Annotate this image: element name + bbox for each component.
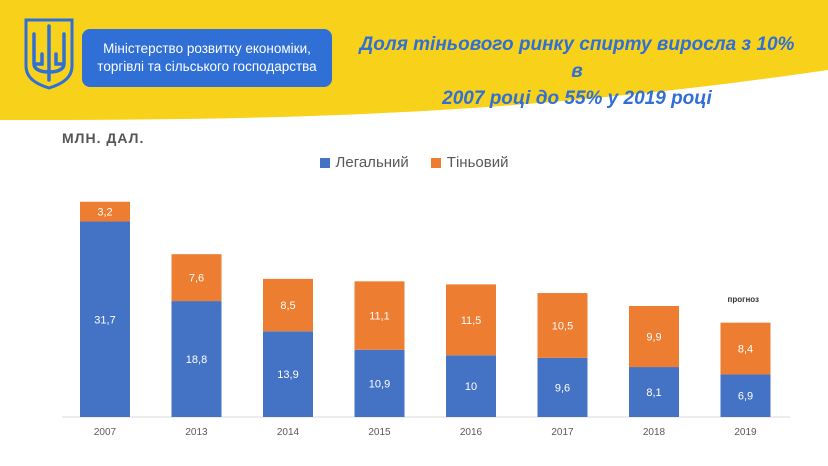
bar-legal-2016 <box>446 355 496 417</box>
header-curve <box>0 70 828 140</box>
forecast-annotation: прогноз <box>727 294 760 304</box>
bar-shadow-2007 <box>80 201 130 222</box>
bar-legal-2007 <box>80 221 130 417</box>
ministry-box: Міністерство розвитку економіки, торгівл… <box>82 29 332 87</box>
data-label-legal-2016: 10 <box>465 381 477 393</box>
data-label-legal-2013: 18,8 <box>186 354 207 366</box>
legend-swatch-shadow <box>430 157 441 168</box>
data-label-shadow-2015: 11,1 <box>369 311 390 323</box>
bar-shadow-2013 <box>171 254 222 302</box>
data-label-shadow-2014: 8,5 <box>280 300 295 312</box>
headline-line-2: 2007 році до 55% у 2019 році <box>442 88 712 109</box>
x-tick-label-2016: 2016 <box>460 427 483 438</box>
headline: Доля тіньового ринку спирту виросла з 10… <box>352 31 802 112</box>
x-tick-label-2013: 2013 <box>185 427 208 438</box>
bar-shadow-2017 <box>537 293 588 358</box>
bar-shadow-2018 <box>629 306 679 368</box>
data-label-shadow-2007: 3,2 <box>97 207 112 219</box>
data-label-shadow-2016: 11,5 <box>461 315 482 327</box>
trident-icon <box>24 18 74 90</box>
data-label-legal-2019: 6,9 <box>738 391 753 403</box>
legend: Легальний Тіньовий <box>0 154 828 171</box>
data-label-legal-2015: 10,9 <box>369 378 390 390</box>
bar-legal-2014 <box>263 331 313 417</box>
data-label-shadow-2013: 7,6 <box>189 273 204 285</box>
legend-label-shadow: Тіньовий <box>446 154 509 171</box>
data-label-legal-2017: 9,6 <box>555 382 570 394</box>
data-label-legal-2014: 13,9 <box>277 369 298 381</box>
headline-line-1: Доля тіньового ринку спирту виросла з 10… <box>359 34 795 82</box>
bar-legal-2017 <box>537 357 588 417</box>
x-tick-label-2015: 2015 <box>368 427 391 438</box>
bar-legal-2015 <box>354 349 405 417</box>
x-tick-label-2018: 2018 <box>643 427 666 438</box>
ministry-name: Міністерство розвитку економіки, торгівл… <box>97 41 317 74</box>
bar-legal-2018 <box>629 367 679 417</box>
bar-legal-2019 <box>720 374 771 417</box>
bar-shadow-2016 <box>446 284 496 356</box>
x-tick-label-2019: 2019 <box>734 427 757 438</box>
bar-shadow-2015 <box>354 281 405 350</box>
legend-label-legal: Легальний <box>335 154 409 171</box>
bar-shadow-2014 <box>263 278 313 332</box>
x-tick-label-2017: 2017 <box>551 427 574 438</box>
data-label-legal-2018: 8,1 <box>646 387 661 399</box>
data-label-shadow-2018: 9,9 <box>646 332 661 344</box>
bar-legal-2013 <box>171 301 222 417</box>
unit-label: МЛН. ДАЛ. <box>62 130 145 146</box>
data-label-shadow-2019: 8,4 <box>738 344 753 356</box>
x-tick-label-2007: 2007 <box>94 427 117 438</box>
legend-swatch-legal <box>319 157 330 168</box>
data-label-legal-2007: 31,7 <box>94 314 115 326</box>
data-label-shadow-2017: 10,5 <box>552 320 573 332</box>
legend-item-shadow: Тіньовий <box>430 154 509 171</box>
x-tick-label-2014: 2014 <box>277 427 300 438</box>
bar-shadow-2019 <box>720 322 771 375</box>
legend-item-legal: Легальний <box>319 154 409 171</box>
